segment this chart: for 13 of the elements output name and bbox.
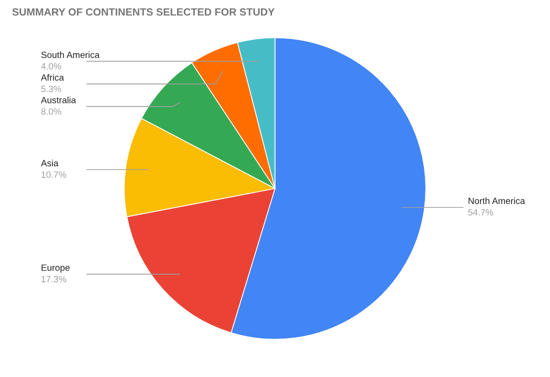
slice-label: South America	[41, 51, 100, 58]
slice-label: Australia	[40, 96, 76, 104]
data-label: 5.3%	[41, 86, 62, 92]
slice-label: Europe	[42, 264, 70, 273]
chart-title: SUMMARY OF CONTINENTS SELECTED FOR STUDY	[12, 8, 275, 16]
data-label: 10.7%	[42, 171, 66, 178]
slice-label: North America	[468, 197, 526, 204]
data-label: 8.0%	[41, 108, 62, 115]
data-label: 4.0%	[41, 63, 62, 70]
slice-label: Asia	[40, 160, 58, 166]
slice-label: Africa	[40, 74, 64, 81]
data-label: 17.3%	[42, 276, 66, 282]
data-label: 54.7%	[468, 209, 494, 216]
